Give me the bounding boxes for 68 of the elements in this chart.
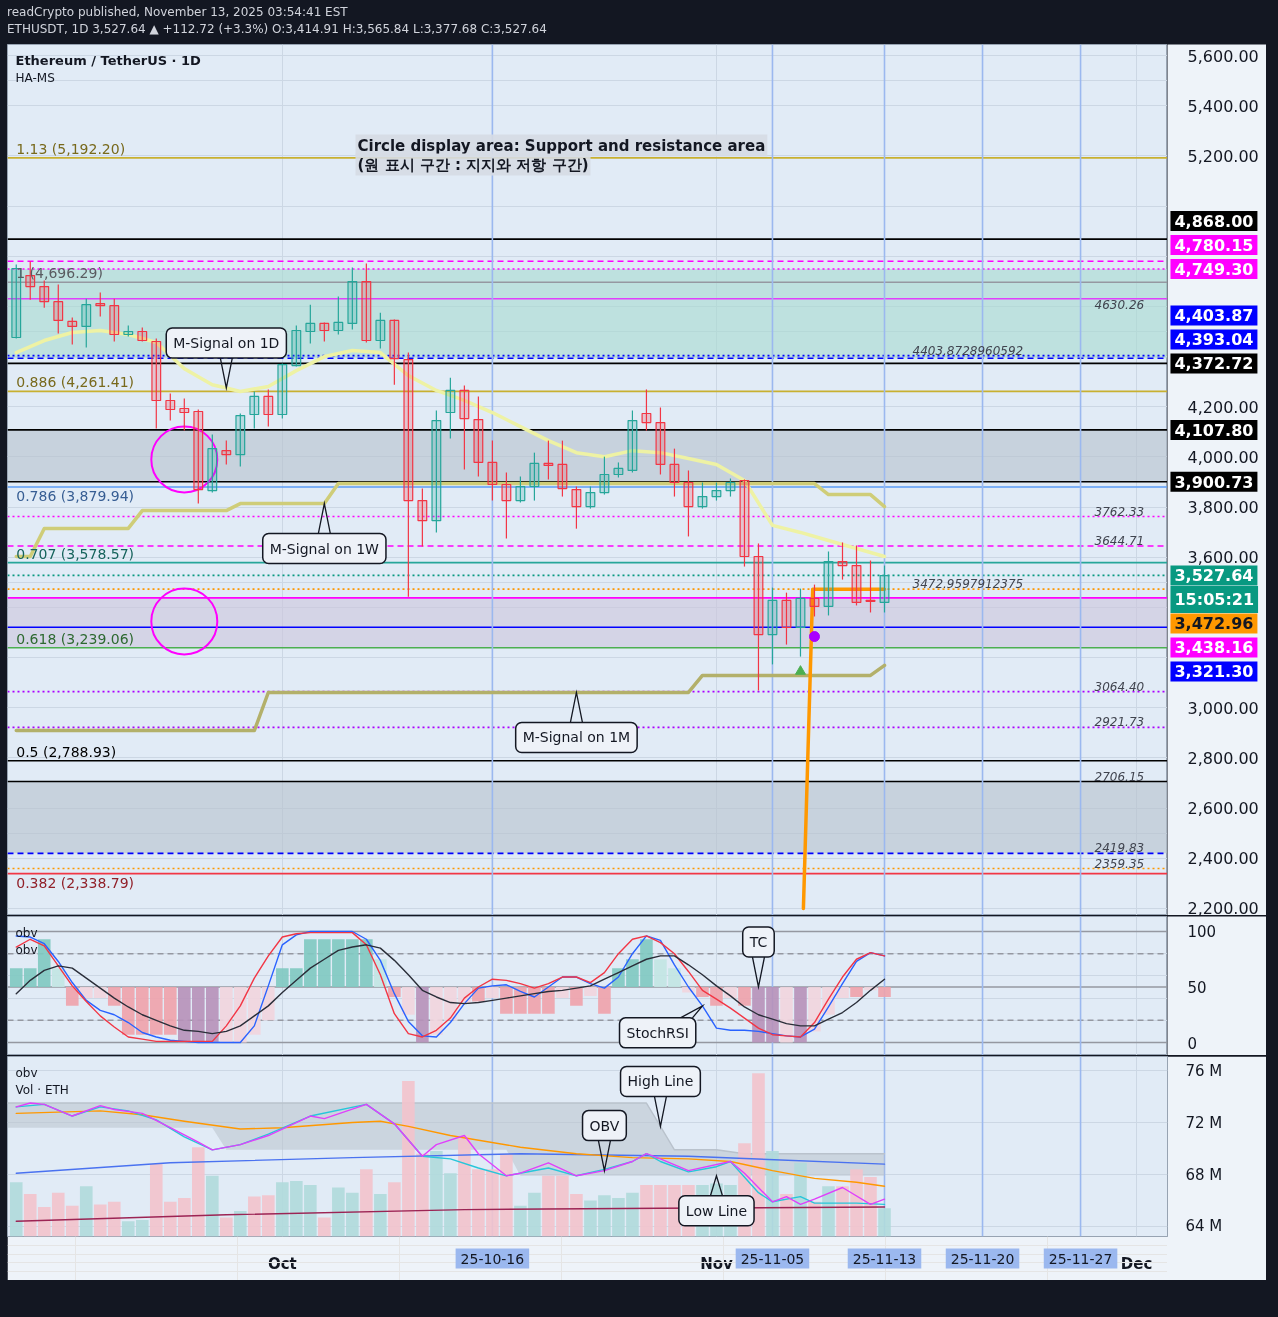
annotation: 0.5 (2,788.93)	[16, 743, 117, 760]
annotation: High Line	[627, 1073, 694, 1090]
ref-line-label: 3,472.96	[1174, 614, 1254, 634]
ref-line-label: 25-11-05	[740, 1250, 805, 1267]
annotation: 4630.26	[1094, 297, 1145, 312]
annotation: 4403.8728960592	[912, 343, 1024, 358]
y-tick-label: 2,800.00	[1187, 748, 1259, 768]
text: obv	[15, 942, 38, 957]
ref-line-label: 3,321.30	[1174, 662, 1254, 682]
y-tick-label: 3,600.00	[1187, 548, 1259, 568]
y-tick-label: 50	[1187, 979, 1207, 997]
y-tick-label: 100	[1187, 923, 1217, 942]
annotation: 1.13 (5,192.20)	[16, 140, 126, 157]
y-tick-label: 2,400.00	[1187, 849, 1259, 869]
annotation: M-Signal on 1W	[269, 540, 380, 557]
y-tick-label: 0	[1187, 1034, 1198, 1053]
y-tick-label: 4,200.00	[1187, 397, 1259, 417]
ref-line-label: 25-11-27	[1048, 1250, 1113, 1267]
ref-line-label: 25-10-16	[460, 1250, 525, 1267]
annotation: Circle display area: Support and resistance area (원 표시 구간 : 지지와 저항 구간)	[357, 136, 766, 174]
annotation: 3472.9597912375	[912, 577, 1024, 592]
ref-line-label: 4,780.15	[1174, 235, 1254, 255]
text: Vol · ETH	[15, 1082, 69, 1097]
ref-line-label: 3,900.73	[1174, 472, 1254, 492]
ref-line-label: 4,393.04	[1174, 330, 1254, 350]
text: obv	[15, 925, 38, 940]
text: readCrypto published, November 13, 2025 03:54:41 EST	[6, 4, 349, 21]
y-tick-label: 68 M	[1185, 1165, 1223, 1184]
y-tick-label: 76 M	[1185, 1061, 1223, 1080]
annotation: 3762.33	[1094, 504, 1145, 519]
y-tick-label: 5,200.00	[1187, 146, 1259, 166]
y-tick-label: 4,000.00	[1187, 447, 1259, 467]
annotation: 3064.40	[1094, 679, 1145, 694]
annotation: 0.618 (3,239.06)	[16, 630, 135, 647]
ref-line-label: 4,868.00	[1174, 211, 1254, 231]
annotation: 0.786 (3,879.94)	[16, 488, 135, 505]
ref-line-label: 3,527.64 15:05:21	[1174, 566, 1255, 609]
y-tick-label: 5,400.00	[1187, 96, 1259, 116]
annotation: 3644.71	[1094, 534, 1145, 549]
annotation: TC	[748, 934, 768, 950]
ref-line-label: 4,403.87	[1174, 306, 1254, 326]
ref-line-label: 25-11-13	[852, 1250, 917, 1267]
annotation: StochRSI	[626, 1024, 689, 1041]
y-tick-label: 3,800.00	[1187, 498, 1259, 518]
text: HA-MS	[15, 70, 55, 85]
annotation: Low Line	[685, 1202, 748, 1219]
annotation: M-Signal on 1D	[173, 334, 280, 351]
annotation: OBV	[589, 1117, 620, 1134]
y-tick-label: 2,600.00	[1187, 799, 1259, 819]
text: Ethereum / TetherUS · 1D	[15, 53, 202, 68]
ref-line-label: 3,438.16	[1174, 638, 1254, 658]
y-tick-label: 3,000.00	[1187, 698, 1259, 718]
y-tick-label: 5,600.00	[1187, 46, 1259, 66]
annotation: 0.382 (2,338.79)	[16, 874, 135, 891]
annotation: 2921.73	[1094, 715, 1145, 730]
annotation: 2419.83	[1094, 841, 1145, 856]
annotation: M-Signal on 1M	[522, 729, 631, 746]
ref-line-label: 4,372.72	[1174, 354, 1254, 374]
text: obv	[15, 1065, 38, 1080]
ref-line-label: 25-11-20	[950, 1250, 1015, 1267]
annotation: 2706.15	[1094, 769, 1145, 784]
ref-line-label: 4,749.30	[1174, 259, 1254, 279]
annotation: 0.886 (4,261.41)	[16, 374, 135, 391]
y-tick-label: 64 M	[1185, 1217, 1223, 1236]
annotation: 2359.35	[1094, 856, 1145, 871]
ref-line-label: 4,107.80	[1174, 420, 1254, 440]
text: ETHUSDT, 1D 3,527.64 ▲ +112.72 (+3.3%) O:3,414.91 H:3,565.84 L:3,377.68 C:3,527.64	[6, 21, 547, 38]
y-tick-label: 72 M	[1185, 1113, 1223, 1132]
